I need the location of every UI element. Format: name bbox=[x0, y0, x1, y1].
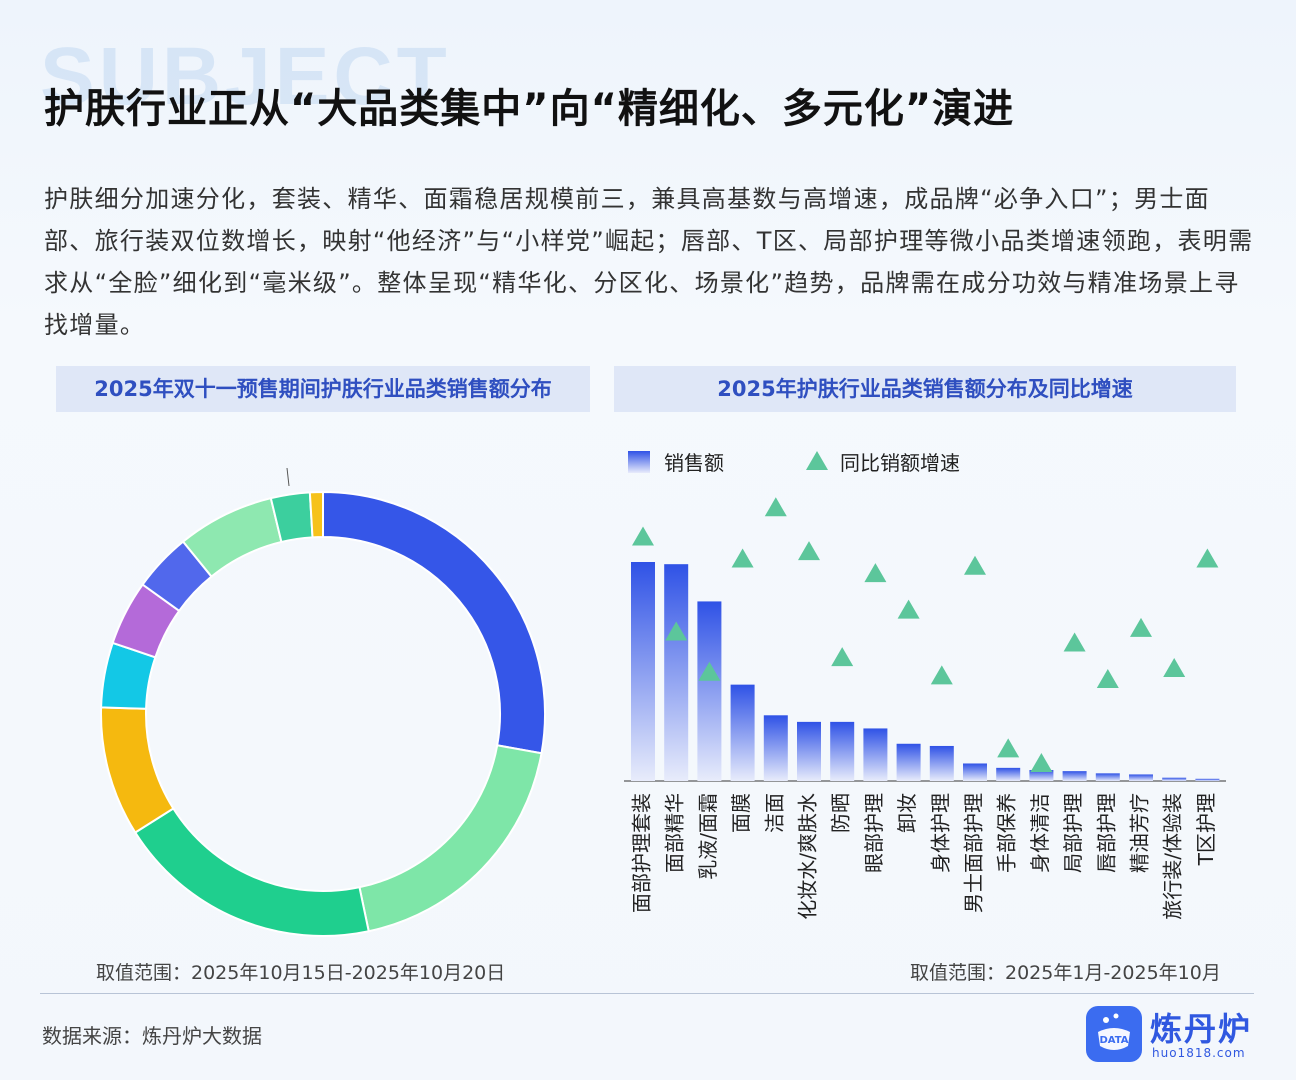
footer-divider bbox=[40, 993, 1254, 994]
watermark-text: SUBJECT bbox=[40, 31, 451, 122]
legend-label-sales: 销售额 bbox=[664, 451, 724, 475]
bar bbox=[1129, 774, 1153, 781]
logo-icon: DATA bbox=[1086, 1006, 1142, 1062]
bar bbox=[896, 743, 921, 781]
donut-slice bbox=[133, 807, 370, 937]
bar bbox=[730, 684, 755, 781]
x-tick-label: 唇部护理 bbox=[1094, 793, 1118, 873]
x-tick-label: 局部护理 bbox=[1061, 793, 1085, 873]
bar bbox=[797, 721, 821, 781]
bar bbox=[631, 562, 655, 781]
growth-marker bbox=[665, 621, 688, 641]
donut-slice bbox=[358, 744, 543, 933]
donut-chart-header: 2025年双十一预售期间护肤行业品类销售额分布 bbox=[56, 366, 590, 412]
x-tick-label: 乳液/面霜 bbox=[696, 793, 720, 880]
bar-range-note: 取值范围：2025年1月-2025年10月 bbox=[910, 962, 1221, 984]
bar bbox=[963, 763, 987, 781]
description-paragraph: 护肤细分加速分化，套装、精华、面霜稳居规模前三，兼具高基数与高增速，成品牌“必争… bbox=[44, 185, 1254, 339]
growth-marker bbox=[731, 548, 754, 568]
growth-marker bbox=[997, 738, 1020, 758]
bar bbox=[929, 745, 954, 781]
bar bbox=[1095, 773, 1120, 781]
growth-marker bbox=[864, 563, 887, 583]
growth-marker bbox=[897, 599, 920, 619]
growth-marker bbox=[632, 526, 654, 546]
bar bbox=[996, 767, 1021, 781]
x-tick-label: 面部护理套装 bbox=[630, 793, 654, 913]
x-tick-label: 面部精华 bbox=[663, 793, 687, 873]
donut-slice bbox=[308, 490, 324, 539]
x-tick-label: 化妆水/爽肤水 bbox=[796, 793, 820, 920]
x-tick-label: 精油芳疗 bbox=[1128, 793, 1152, 873]
x-tick-label: 身体护理 bbox=[928, 793, 952, 873]
growth-marker bbox=[1063, 632, 1086, 652]
x-tick-label: 洁面 bbox=[762, 793, 786, 833]
bar bbox=[830, 721, 855, 781]
x-tick-label: 身体清洁 bbox=[1028, 793, 1052, 873]
donut-slice bbox=[322, 490, 546, 755]
bar-chart-header: 2025年护肤行业品类销售额分布及同比增速 bbox=[614, 366, 1236, 412]
logo-url: huo1818.com bbox=[1152, 1046, 1246, 1060]
growth-marker bbox=[930, 665, 953, 685]
logo-name: 炼丹炉 bbox=[1150, 1010, 1253, 1048]
x-tick-label: 面膜 bbox=[729, 793, 753, 833]
bar bbox=[863, 728, 888, 781]
growth-marker bbox=[1163, 658, 1186, 678]
x-tick-label: T区护理 bbox=[1194, 793, 1218, 866]
bar bbox=[1029, 770, 1054, 781]
svg-text:DATA: DATA bbox=[1099, 1035, 1128, 1046]
x-tick-label: 眼部护理 bbox=[862, 793, 886, 873]
brand-logo: DATA 炼丹炉 huo1818.com bbox=[1086, 1004, 1266, 1066]
donut-range-note: 取值范围：2025年10月15日-2025年10月20日 bbox=[96, 962, 506, 984]
donut-leader-line bbox=[286, 467, 290, 487]
growth-marker bbox=[1196, 548, 1219, 568]
growth-marker bbox=[831, 647, 854, 667]
legend-label-growth: 同比销额增速 bbox=[840, 451, 960, 475]
x-tick-label: 男士面部护理 bbox=[962, 793, 986, 913]
bar bbox=[697, 601, 722, 781]
donut-chart bbox=[100, 467, 546, 937]
bar bbox=[664, 564, 689, 781]
legend-bar-swatch bbox=[628, 451, 650, 473]
growth-marker bbox=[798, 541, 820, 561]
x-tick-label: 手部保养 bbox=[995, 793, 1019, 873]
bar bbox=[1195, 778, 1220, 781]
bar bbox=[763, 715, 788, 781]
growth-marker bbox=[764, 497, 787, 517]
growth-marker bbox=[1130, 617, 1152, 637]
growth-marker bbox=[1030, 753, 1053, 773]
page-title: 护肤行业正从“大品类集中”向“精细化、多元化”演进 bbox=[44, 86, 1015, 132]
data-source: 数据来源：炼丹炉大数据 bbox=[42, 1024, 262, 1048]
growth-marker bbox=[1096, 669, 1119, 689]
x-tick-label: 防晒 bbox=[829, 793, 853, 833]
x-tick-label: 旅行装/体验装 bbox=[1161, 793, 1185, 920]
growth-marker bbox=[698, 661, 721, 681]
growth-marker bbox=[964, 555, 986, 575]
x-tick-label: 卸妆 bbox=[895, 793, 919, 833]
bar bbox=[1162, 777, 1187, 781]
bar bbox=[1062, 771, 1087, 781]
legend-triangle-icon bbox=[806, 451, 828, 470]
donut-slice bbox=[100, 706, 175, 834]
